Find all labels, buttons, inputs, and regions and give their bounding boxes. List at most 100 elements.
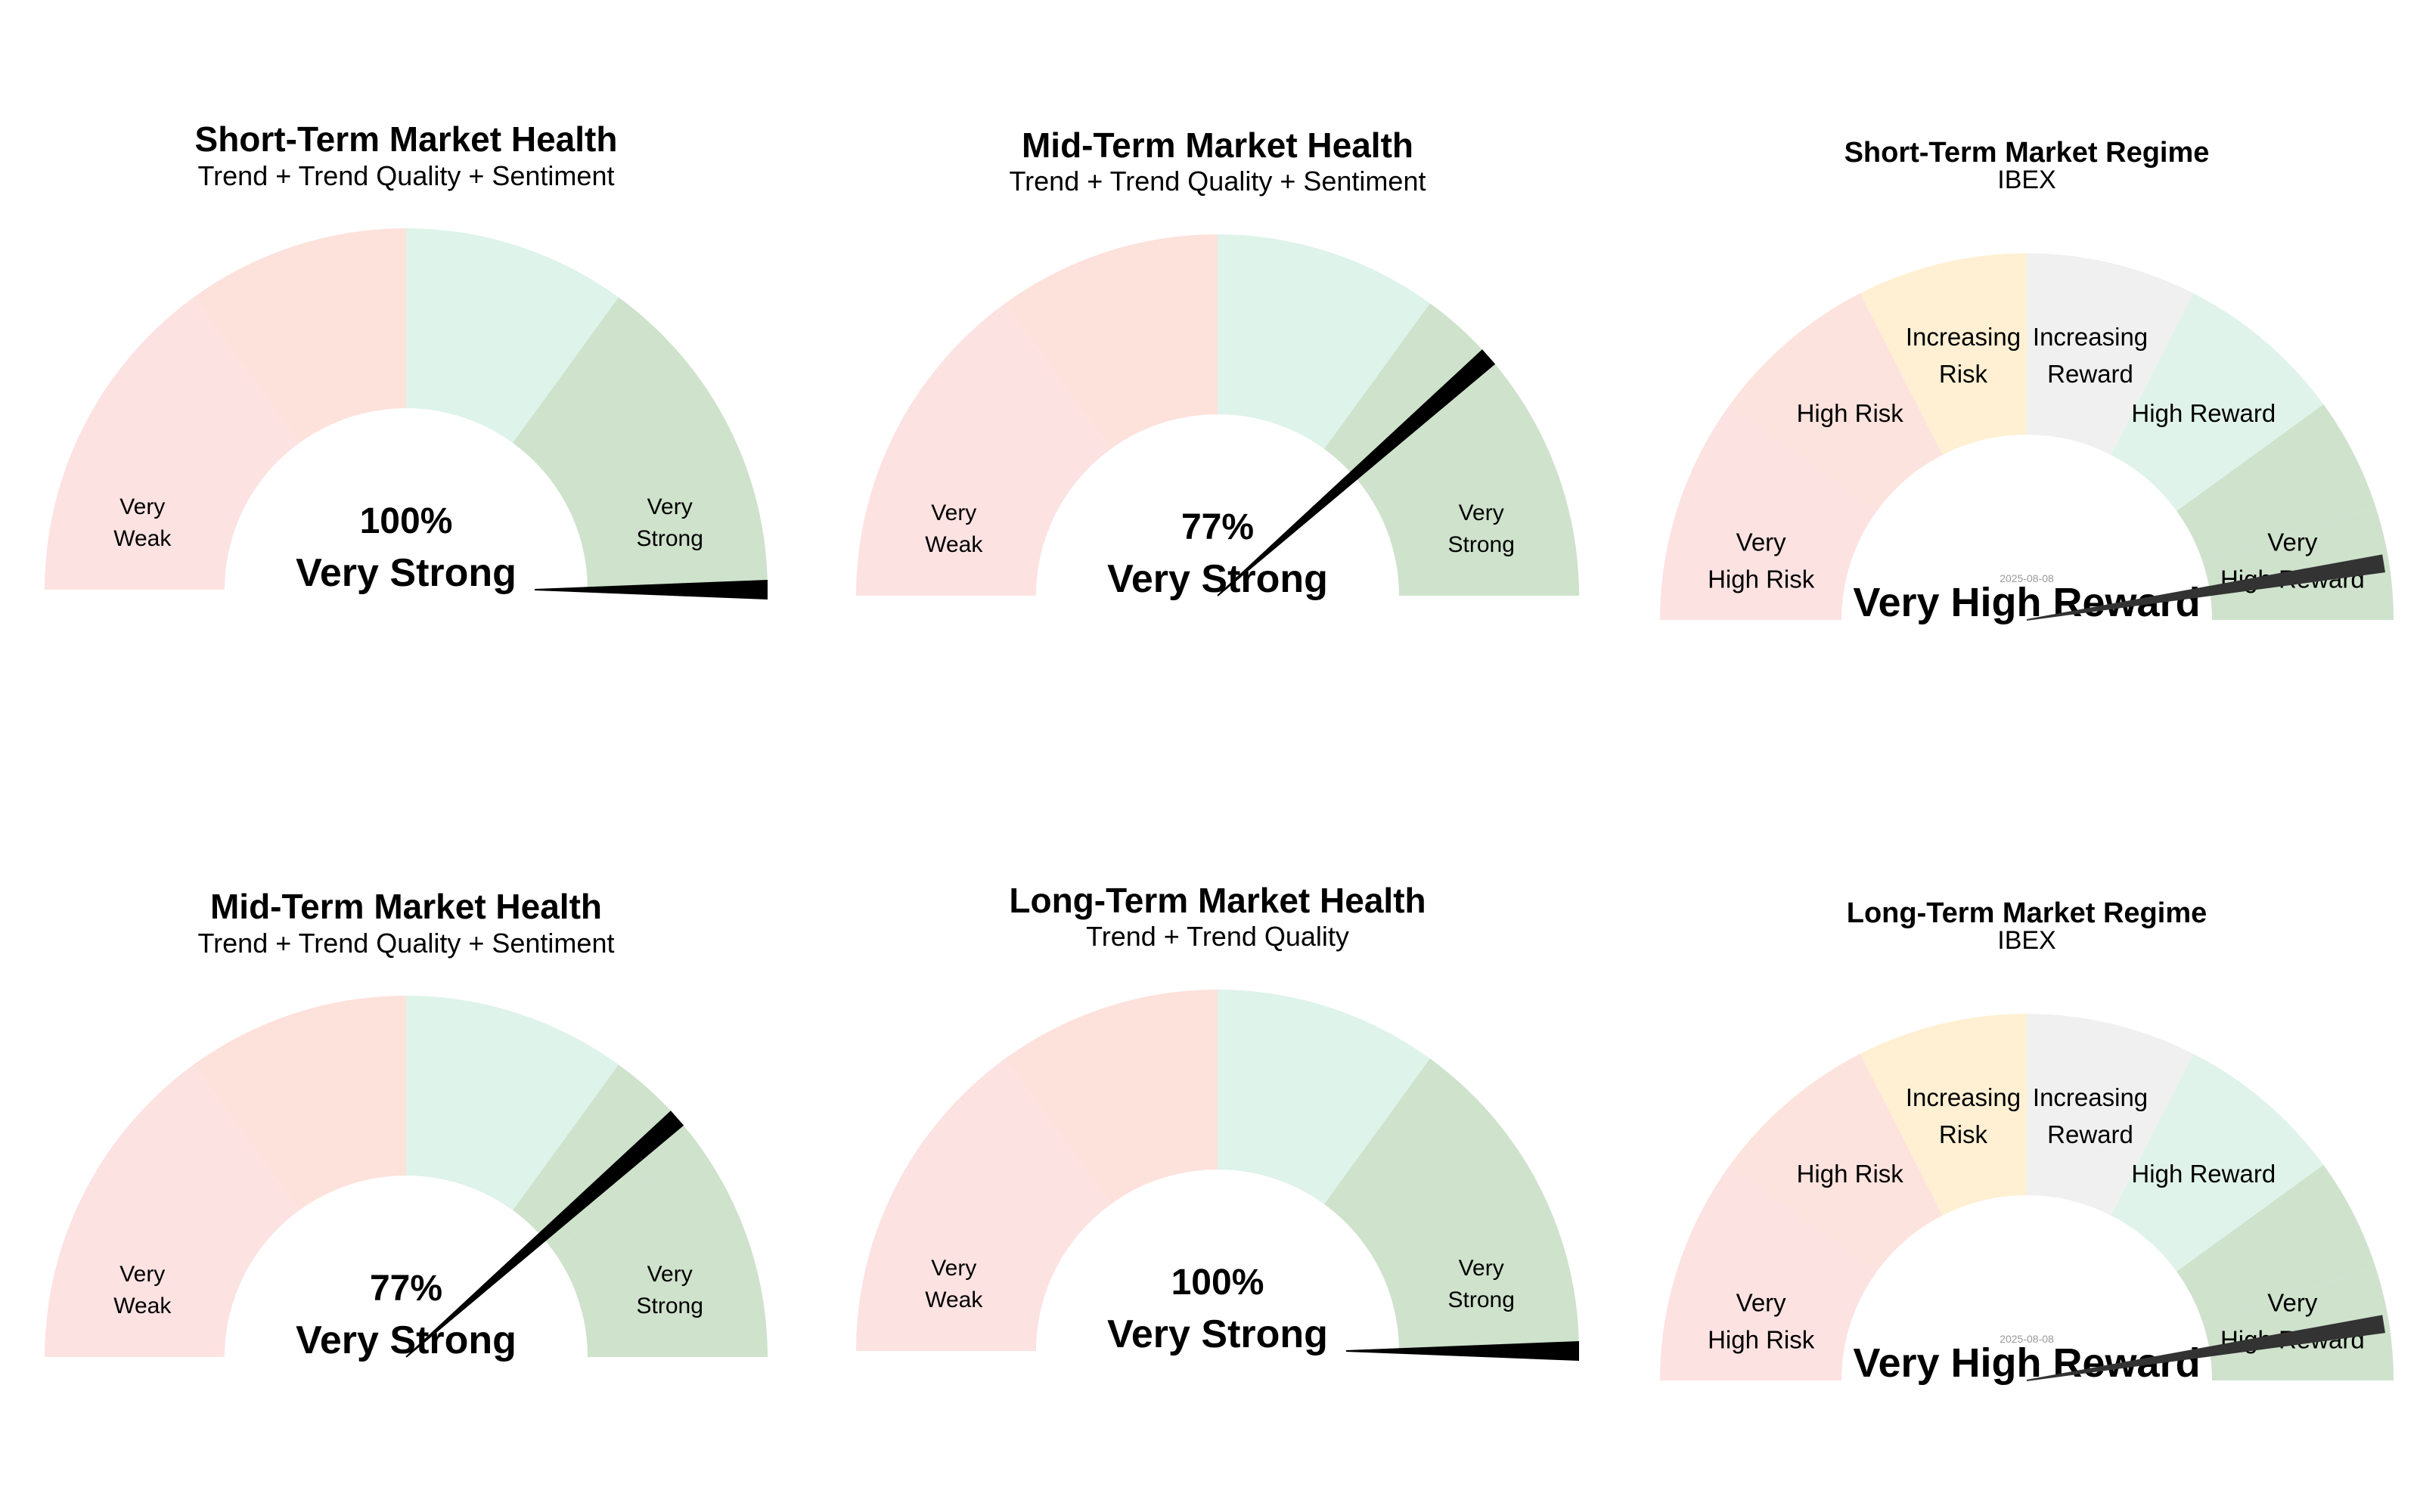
gauge-segment [1730,293,1943,511]
segment-label: Very [1459,1256,1504,1281]
gauge-segment [2111,293,2324,511]
gauge-segment [553,1145,768,1357]
gauge-date: 2025-08-08 [2000,1333,2054,1345]
gauge-segment [1324,303,1510,489]
segment-label: Increasing [1906,1083,2021,1111]
gauge-subtitle: Trend + Trend Quality + Sentiment [198,928,615,959]
gauge-title: Mid-Term Market Health [210,887,602,926]
gauge-needle [1346,1341,1579,1361]
segment-label: Reward [2047,360,2133,388]
gauge-segment [1324,1058,1579,1351]
gauge-subtitle: IBEX [1997,926,2055,955]
gauge-segment [856,303,1111,596]
gauge-status: Very Strong [296,551,517,595]
gauge-segment [2203,507,2394,620]
gauge-segment [406,228,619,443]
segment-label: Very [931,500,976,525]
gauge-panel-long-term-market-regime: Very High Risk High Risk Increasing Risk Incr… [1660,897,2394,1386]
gauge-segment [513,297,768,590]
segment-label: Very [647,494,693,519]
segment-label: Weak [925,532,983,557]
segment-label: Very [2267,528,2318,556]
segment-label: Very [1736,1289,1787,1317]
gauge-subtitle: Trend + Trend Quality + Sentiment [1010,166,1426,197]
gauge-value: 77% [1181,507,1254,547]
segment-label: Strong [1447,532,1514,557]
gauge-needle [2026,1315,2385,1381]
gauge-segment [1218,990,1430,1204]
gauge-title: Long-Term Market Health [1009,881,1426,920]
segment-label: High Reward [2131,1160,2276,1188]
gauge-segment [1218,234,1430,449]
gauge-needle [2026,554,2385,621]
segment-label: Strong [636,526,703,551]
gauge-segment [1005,990,1218,1204]
gauge-value: 100% [360,501,453,541]
segment-label: Very [647,1262,693,1287]
segment-label: High Reward [2131,399,2276,427]
segment-label: High Risk [1708,565,1815,593]
gauge-segment [45,297,299,590]
segment-label: Risk [1939,1120,1988,1148]
gauge-segment [406,996,619,1210]
segment-label: Risk [1939,360,1988,388]
gauge-needle [535,580,768,600]
gauge-segment [2203,1267,2394,1380]
gauge-panel-short-term-market-health: Very Weak Very Strong Short-Term Market Heal… [45,119,768,600]
gauge-panel-short-term-market-regime: Very High Risk High Risk Increasing Risk Incr… [1660,137,2394,625]
gauge-segment [1860,253,2027,455]
segment-label: Reward [2047,1120,2133,1148]
segment-label: Very [119,1262,165,1287]
gauge-segment [1005,234,1218,449]
gauge-segment [1660,1164,1877,1380]
gauge-status: Very Strong [1107,1312,1328,1356]
segment-label: High Risk [1797,1160,1904,1188]
segment-label: Increasing [2033,1083,2148,1111]
segment-label: Increasing [2033,323,2148,351]
gauge-segment [194,228,406,443]
segment-label: Very [1459,500,1504,525]
segment-label: High Risk [1797,399,1904,427]
gauge-date: 2025-08-08 [2000,572,2054,584]
segment-label: High Risk [1708,1326,1815,1354]
gauge-value: 100% [1171,1263,1264,1303]
gauge-segment [1860,1014,2027,1216]
segment-label: Weak [113,526,172,551]
segment-label: Strong [636,1294,703,1318]
gauge-segment [2111,1053,2324,1272]
gauge-subtitle: IBEX [1997,166,2055,194]
gauge-segment [856,1058,1111,1351]
gauge-value: 77% [370,1269,442,1309]
segment-label: Very [119,494,165,519]
gauge-segment [513,1064,699,1250]
gauge-segment [1730,1053,1943,1272]
gauge-title: Short-Term Market Health [195,119,618,159]
gauge-title: Mid-Term Market Health [1022,125,1413,165]
segment-label: Very [1736,528,1787,556]
gauge-title: Short-Term Market Regime [1844,137,2210,169]
segment-label: Very [2267,1289,2318,1317]
gauge-segment [1364,383,1579,596]
gauge-panel-mid-term-market-health: Very Weak Very Strong Mid-Term Market Health… [45,887,768,1362]
gauge-title: Long-Term Market Regime [1847,897,2207,929]
gauge-segment [2176,404,2376,563]
segment-label: Very [931,1256,976,1281]
gauge-segment [1660,404,1877,620]
gauge-segment [194,996,406,1210]
segment-label: Strong [1447,1287,1514,1312]
gauge-panel-mid-term-market-health: Very Weak Very Strong Mid-Term Market Health… [856,125,1579,601]
gauge-needle [405,1111,684,1358]
gauge-status: Very Strong [1107,557,1328,601]
gauge-segment [2027,253,2194,455]
gauge-segment [2176,1164,2376,1324]
segment-label: Weak [113,1294,172,1318]
gauge-subtitle: Trend + Trend Quality [1086,921,1349,952]
segment-label: Increasing [1906,323,2021,351]
segment-label: Weak [925,1287,983,1312]
gauge-status: Very Strong [296,1318,517,1362]
gauge-subtitle: Trend + Trend Quality + Sentiment [198,160,615,191]
gauge-needle [1217,349,1496,596]
gauge-panel-long-term-market-health: Very Weak Very Strong Long-Term Market Healt… [856,881,1579,1361]
gauge-segment [45,1064,299,1357]
